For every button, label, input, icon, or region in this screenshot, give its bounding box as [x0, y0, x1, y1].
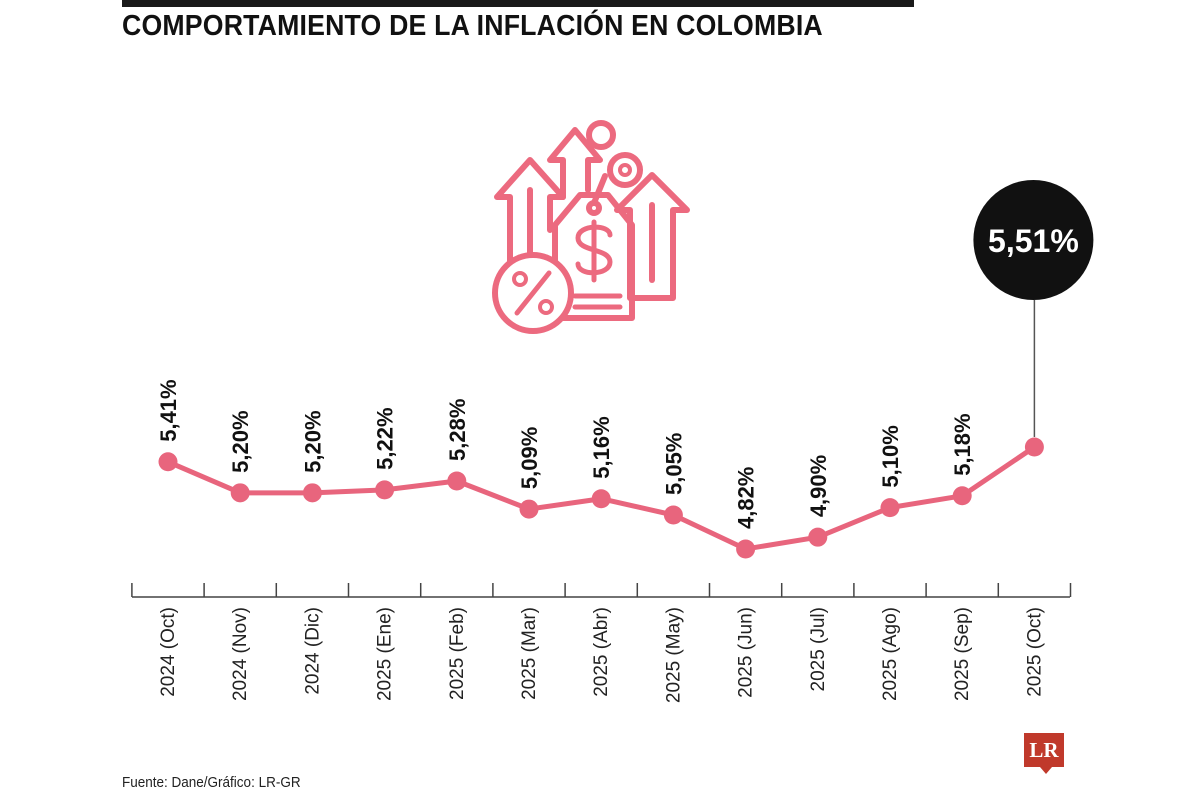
title-bar — [122, 0, 914, 7]
data-label: 4,90% — [806, 455, 831, 517]
x-tick-label: 2025 (Ago) — [880, 607, 901, 701]
data-point — [375, 480, 395, 500]
data-point — [302, 483, 322, 503]
data-label: 5,09% — [517, 427, 542, 489]
data-point — [736, 539, 756, 559]
data-point — [808, 527, 828, 547]
data-label: 5,22% — [373, 407, 398, 469]
page-title: COMPORTAMIENTO DE LA INFLACIÓN EN COLOMB… — [122, 10, 823, 42]
x-tick-label: 2025 (May) — [663, 607, 684, 703]
x-tick-label: 2024 (Nov) — [230, 607, 251, 701]
data-label: 5,28% — [445, 399, 470, 461]
data-point — [519, 499, 539, 519]
data-point — [158, 452, 178, 472]
x-tick-label: 2024 (Oct) — [158, 607, 179, 697]
data-point — [952, 486, 972, 506]
x-tick-label: 2025 (Mar) — [519, 607, 540, 700]
data-point — [663, 505, 683, 525]
data-label: 5,20% — [228, 410, 253, 472]
x-tick-label: 2025 (Abr) — [591, 607, 612, 697]
x-tick-label: 2025 (Jun) — [736, 607, 757, 698]
lr-logo: LR — [1024, 733, 1064, 774]
logo-box — [1024, 733, 1064, 767]
data-point — [447, 471, 467, 491]
data-label: 5,41% — [156, 379, 181, 441]
data-label: 5,16% — [589, 416, 614, 478]
x-tick-label: 2025 (Feb) — [447, 607, 468, 700]
x-tick-label: 2025 (Ene) — [375, 607, 396, 701]
data-point — [230, 483, 250, 503]
data-point — [591, 489, 611, 509]
x-tick-label: 2024 (Dic) — [302, 607, 323, 695]
logo-tail — [1040, 767, 1052, 774]
logo-text: LR — [1029, 738, 1059, 762]
x-tick-label: 2025 (Sep) — [952, 607, 973, 701]
data-point — [1024, 437, 1044, 457]
data-label: 4,82% — [734, 467, 759, 529]
data-label: 5,05% — [661, 433, 686, 495]
data-label: 5,18% — [950, 413, 975, 475]
source-note: Fuente: Dane/Gráfico: LR-GR — [122, 774, 301, 791]
data-label: 5,10% — [878, 425, 903, 487]
callout-label: 5,51% — [988, 223, 1079, 259]
x-tick-label: 2025 (Oct) — [1024, 607, 1045, 697]
callout-circle — [973, 180, 1094, 300]
x-tick-label: 2025 (Jul) — [808, 607, 829, 692]
inflation-price-tag-arrows-icon — [492, 120, 690, 334]
data-point — [880, 498, 900, 518]
data-label: 5,20% — [300, 410, 325, 472]
